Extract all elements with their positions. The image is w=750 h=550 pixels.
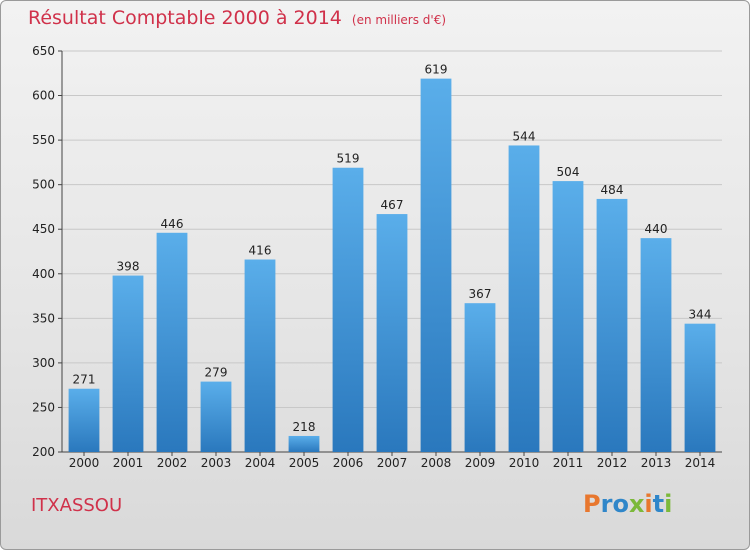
value-label: 271 <box>73 373 96 387</box>
value-label: 619 <box>425 63 448 77</box>
x-tick-label: 2006 <box>333 456 364 470</box>
y-tick-label: 500 <box>32 178 55 192</box>
logo-letter: t <box>652 490 665 518</box>
x-tick-label: 2009 <box>465 456 496 470</box>
bar-2013 <box>640 238 672 452</box>
logo-letter: r <box>600 490 613 518</box>
value-label: 398 <box>117 260 140 274</box>
value-label: 484 <box>601 183 624 197</box>
x-tick-label: 2012 <box>597 456 628 470</box>
y-tick-label: 450 <box>32 222 55 236</box>
value-label: 519 <box>337 152 360 166</box>
bars <box>68 78 716 453</box>
x-tick-label: 2004 <box>245 456 276 470</box>
chart-title: Résultat Comptable 2000 à 2014 (en millie… <box>28 7 446 29</box>
logo-letter: x <box>628 490 645 518</box>
y-tick-label: 400 <box>32 267 55 281</box>
bar-2012 <box>596 198 628 452</box>
value-label: 446 <box>161 217 184 231</box>
value-label: 504 <box>557 165 580 179</box>
value-label: 467 <box>381 198 404 212</box>
chart-title-text: Résultat Comptable 2000 à 2014 <box>28 7 342 29</box>
x-tick-label: 2003 <box>201 456 232 470</box>
x-tick-label: 2008 <box>421 456 452 470</box>
x-tick-label: 2010 <box>509 456 540 470</box>
y-tick-label: 300 <box>32 356 55 370</box>
bar-2007 <box>376 214 408 452</box>
commune-name: ITXASSOU <box>31 495 123 516</box>
bar-2014 <box>684 323 716 452</box>
x-tick-label: 2002 <box>157 456 188 470</box>
value-label: 367 <box>469 287 492 301</box>
bar-2006 <box>332 167 364 453</box>
bar-2005 <box>288 435 320 452</box>
value-label: 279 <box>205 366 228 380</box>
bar-2008 <box>420 78 452 452</box>
value-label: 218 <box>293 420 316 434</box>
y-tick-label: 650 <box>32 44 55 58</box>
bar-2009 <box>464 303 496 452</box>
y-tick-label: 550 <box>32 133 55 147</box>
x-tick-label: 2000 <box>69 456 100 470</box>
logo-letter: i <box>644 490 653 518</box>
x-tick-label: 2007 <box>377 456 408 470</box>
value-labels: 271 398 446 279 416 218 519 467 619 367 544 504 484 4… <box>73 63 712 434</box>
bar-2002 <box>156 232 188 452</box>
x-tick-label: 2011 <box>553 456 584 470</box>
value-label: 344 <box>689 308 712 322</box>
value-label: 440 <box>645 222 668 236</box>
value-label: 416 <box>249 244 272 258</box>
y-tick-label: 600 <box>32 89 55 103</box>
bar-2001 <box>112 275 144 452</box>
chart-unit: (en milliers d'€) <box>351 13 447 27</box>
y-tick-label: 250 <box>32 400 55 414</box>
logo-letter: i <box>664 490 673 518</box>
proxiti-logo: Proxiti <box>583 490 672 518</box>
y-tick-label: 200 <box>32 445 55 459</box>
y-tick-label: 350 <box>32 311 55 325</box>
x-tick-label: 2001 <box>113 456 144 470</box>
logo-letter: P <box>583 490 601 518</box>
value-label: 544 <box>513 129 536 143</box>
x-tick-label: 2014 <box>685 456 716 470</box>
bar-2000 <box>68 388 100 452</box>
bar-2010 <box>508 145 540 453</box>
x-tick-label: 2013 <box>641 456 672 470</box>
bar-2011 <box>552 181 584 452</box>
bar-2004 <box>244 259 276 452</box>
bar-2003 <box>200 381 232 452</box>
x-tick-label: 2005 <box>289 456 320 470</box>
logo-letter: o <box>612 490 629 518</box>
